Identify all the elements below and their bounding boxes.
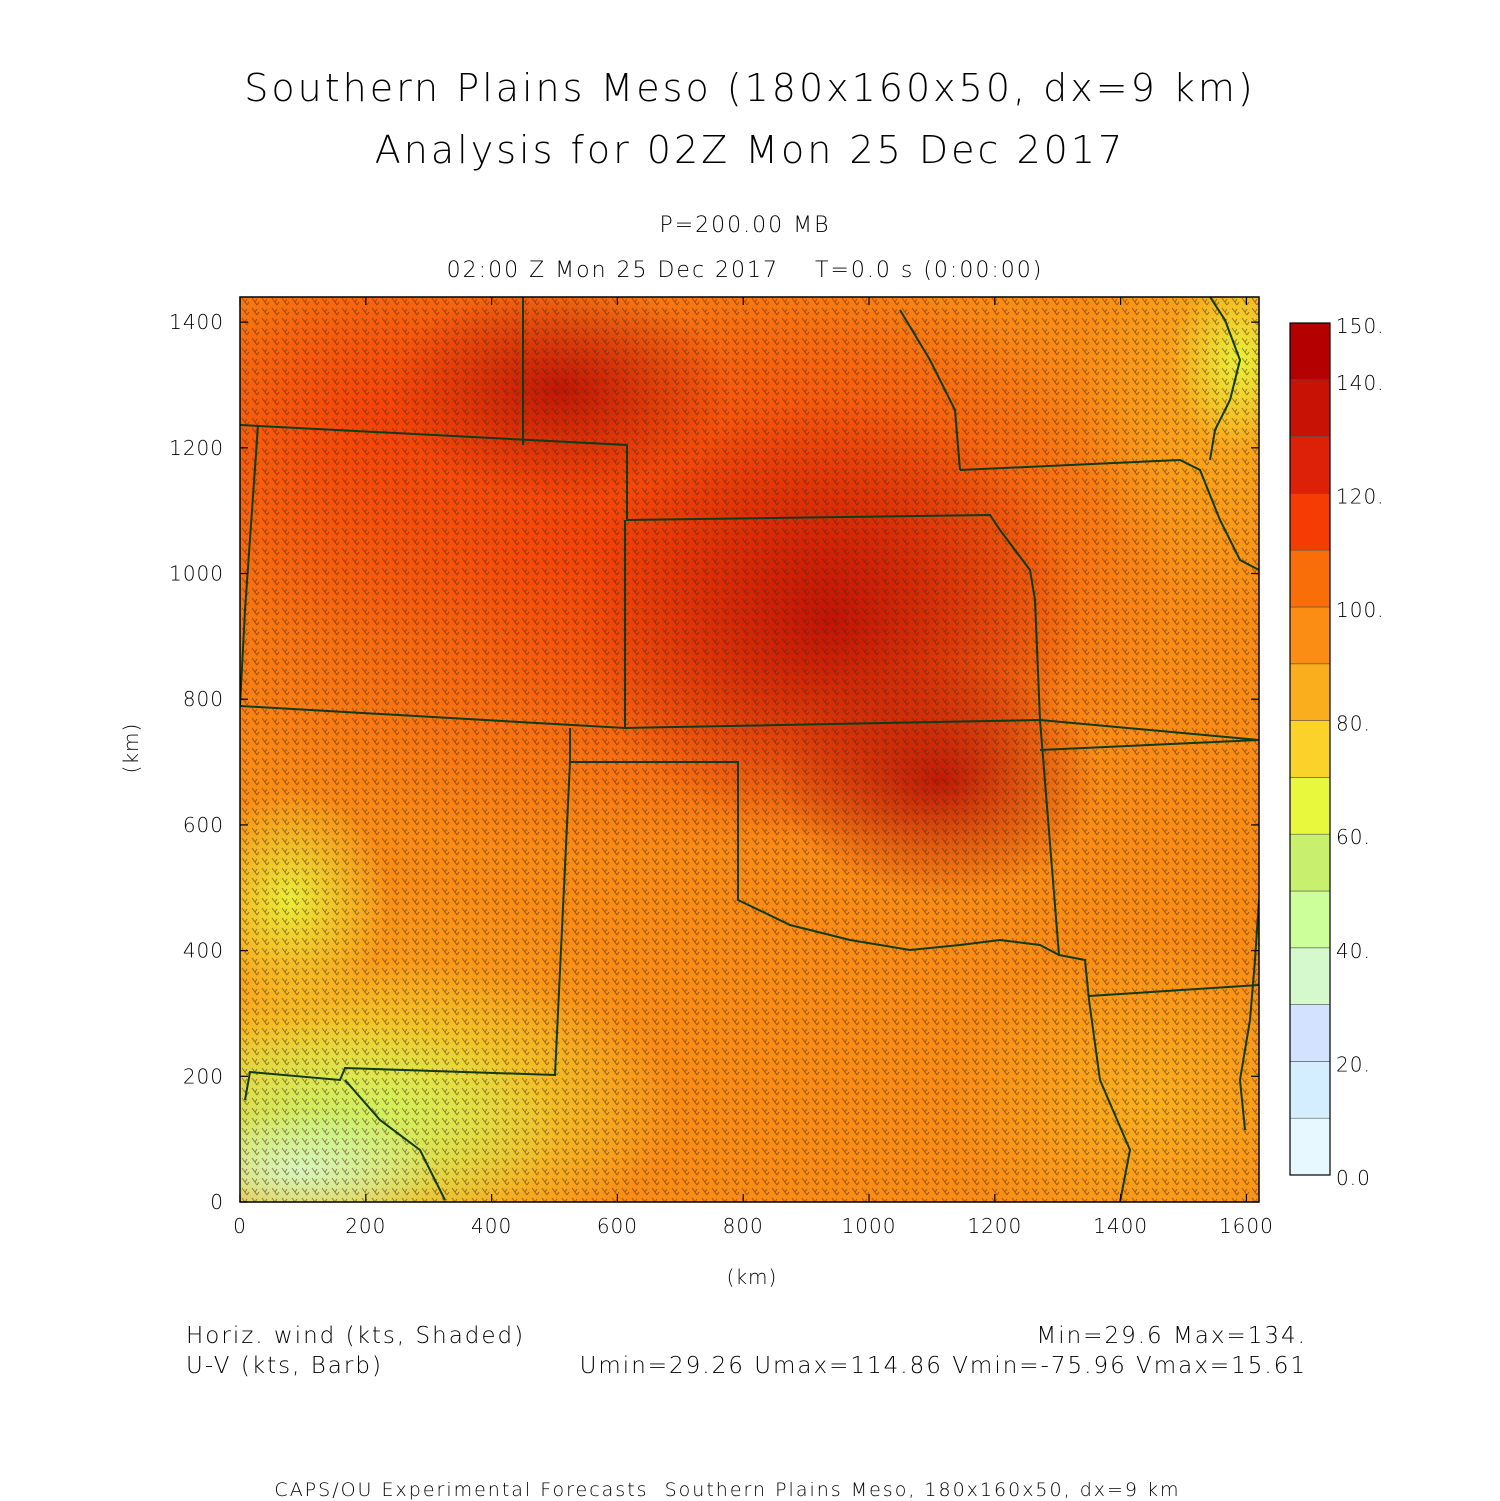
min-max-stats: Min=29.6 Max=134. [1036, 1323, 1307, 1349]
colorbar-label: 0.0 [1336, 1166, 1371, 1190]
x-tick-label: 200 [345, 1214, 386, 1238]
y-tick-label: 1000 [169, 562, 224, 586]
colorbar-band [1289, 1117, 1331, 1176]
colorbar-band [1289, 549, 1331, 608]
colorbar-label: 120. [1336, 484, 1385, 508]
wind-speed-shading [240, 297, 1259, 1202]
x-tick-label: 1200 [967, 1214, 1022, 1238]
x-tick-label: 1600 [1219, 1214, 1274, 1238]
y-tick-label: 1400 [169, 310, 224, 334]
colorbar-label: 100. [1336, 598, 1385, 622]
x-tick-label: 1000 [842, 1214, 897, 1238]
colorbar-band [1289, 606, 1331, 665]
x-tick-label: 600 [597, 1214, 638, 1238]
state-boundaries [240, 297, 1259, 1202]
valid-time-label: 02:00 Z Mon 25 Dec 2017 T=0.0 s (0:00:00… [446, 258, 1044, 283]
colorbar-label: 60. [1336, 825, 1371, 849]
colorbar-frame [1289, 322, 1331, 1176]
colorbar-band [1289, 663, 1331, 721]
colorbar-band [1289, 322, 1331, 381]
barb-field-label: U-V (kts, Barb) [186, 1353, 383, 1379]
x-tick-label: 400 [471, 1214, 512, 1238]
colorbar-label: 150. [1336, 314, 1385, 338]
colorbar-band [1289, 720, 1331, 778]
colorbar-band [1289, 947, 1331, 1005]
y-tick-label: 200 [183, 1064, 224, 1088]
x-tick-label: 0 [233, 1214, 247, 1238]
plot-frame [239, 296, 1260, 1203]
x-axis: 0 200 400 600 800 1000 1200 1400 1600 [233, 297, 1274, 1238]
pressure-level-label: P=200.00 MB [659, 213, 831, 238]
colorbar-band [1289, 493, 1331, 551]
colorbar-band [1289, 1004, 1331, 1062]
colorbar: 0.0 20. 40. 60. 80. 100. 120. 140. 150. [1289, 314, 1385, 1190]
y-tick-label: 400 [183, 939, 224, 963]
colorbar-label: 140. [1336, 371, 1385, 395]
y-axis-label: (km) [119, 723, 143, 774]
colorbar-band [1289, 777, 1331, 835]
shaded-field-label: Horiz. wind (kts, Shaded) [186, 1323, 526, 1349]
y-axis: 0 200 400 600 800 1000 1200 1400 [169, 310, 1259, 1214]
y-tick-label: 0 [210, 1190, 224, 1214]
colorbar-band [1289, 436, 1331, 494]
colorbar-label: 80. [1336, 712, 1371, 736]
y-tick-label: 800 [183, 687, 224, 711]
colorbar-band [1289, 1061, 1331, 1119]
uv-stats: Umin=29.26 Umax=114.86 Vmin=-75.96 Vmax=… [579, 1353, 1307, 1379]
colorbar-band [1289, 833, 1331, 892]
plot-title-line2: Analysis for 02Z Mon 25 Dec 2017 [374, 128, 1126, 172]
colorbar-label: 40. [1336, 939, 1371, 963]
y-tick-label: 600 [183, 813, 224, 837]
colorbar-band [1289, 890, 1331, 949]
colorbar-label: 20. [1336, 1052, 1371, 1076]
x-tick-label: 1400 [1093, 1214, 1148, 1238]
plot-title-line1: Southern Plains Meso (180x160x50, dx=9 k… [244, 66, 1256, 110]
x-axis-label: (km) [727, 1265, 778, 1289]
y-tick-label: 1200 [169, 436, 224, 460]
colorbar-band [1289, 379, 1331, 437]
footer-credit: CAPS/OU Experimental Forecasts Southern … [274, 1479, 1181, 1501]
x-tick-label: 800 [723, 1214, 764, 1238]
